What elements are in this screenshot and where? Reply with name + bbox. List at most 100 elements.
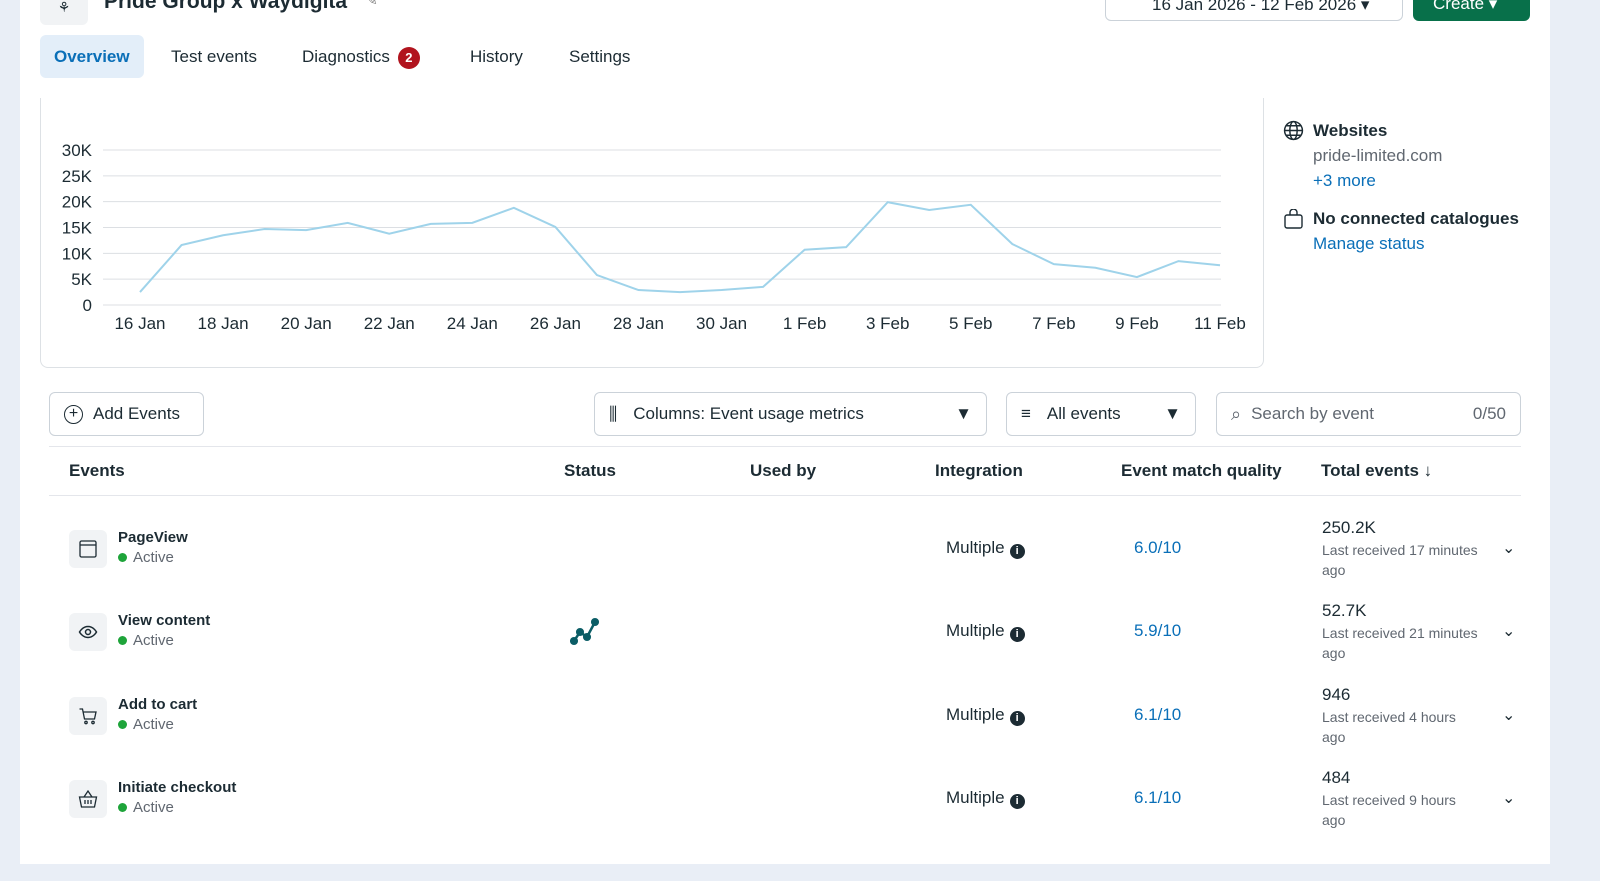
active-dot-icon — [118, 553, 127, 562]
x-tick-label: 18 Jan — [198, 314, 249, 333]
tab-history[interactable]: History — [456, 35, 537, 78]
search-icon: ⌕ — [1231, 404, 1241, 425]
divider — [49, 495, 1521, 496]
header-status[interactable]: Status — [564, 461, 616, 481]
more-websites-link[interactable]: +3 more — [1313, 171, 1376, 191]
y-tick-label: 15K — [62, 219, 93, 238]
page-title: Pride Group x Waydigita — [104, 0, 347, 14]
active-dot-icon — [118, 720, 127, 729]
integration-text: Multiple — [946, 621, 1005, 640]
x-tick-label: 11 Feb — [1194, 314, 1246, 333]
basket-icon — [69, 780, 107, 818]
x-tick-label: 7 Feb — [1032, 314, 1075, 333]
chevron-down-icon[interactable]: ⌄ — [1502, 705, 1515, 725]
search-count: 0/50 — [1473, 404, 1506, 424]
filter-icon: ≡ — [1021, 404, 1031, 424]
filter-label: All events — [1047, 404, 1154, 424]
x-tick-label: 1 Feb — [783, 314, 826, 333]
integration: Multiple i — [946, 538, 1025, 559]
event-match-quality-link[interactable]: 6.1/10 — [1134, 705, 1181, 725]
tab-diagnostics-label: Diagnostics — [302, 47, 390, 66]
integration-text: Multiple — [946, 705, 1005, 724]
event-match-quality-link[interactable]: 6.0/10 — [1134, 538, 1181, 558]
caret-down-icon: ▼ — [955, 404, 972, 424]
browser-window-icon — [69, 530, 107, 568]
websites-title: Websites — [1313, 121, 1387, 141]
total-events-value: 946 — [1322, 685, 1350, 705]
header-used-by[interactable]: Used by — [750, 461, 816, 481]
tab-test-events[interactable]: Test events — [157, 35, 271, 78]
total-events-value: 484 — [1322, 768, 1350, 788]
event-status: Active — [118, 716, 174, 733]
info-icon[interactable]: i — [1010, 711, 1025, 726]
website-url: pride-limited.com — [1313, 146, 1442, 166]
x-tick-label: 20 Jan — [281, 314, 332, 333]
last-received: Last received 21 minutes ago — [1322, 623, 1482, 663]
shopping-bag-icon — [1284, 209, 1303, 234]
manage-status-link[interactable]: Manage status — [1313, 234, 1425, 254]
pixel-icon: ⚘ — [40, 0, 88, 25]
header-events[interactable]: Events — [69, 461, 125, 481]
add-events-label: Add Events — [93, 404, 180, 424]
header-emq[interactable]: Event match quality — [1121, 461, 1282, 481]
y-tick-label: 20K — [62, 193, 93, 212]
catalogue-title: No connected catalogues — [1313, 209, 1519, 229]
event-name[interactable]: Initiate checkout — [118, 779, 236, 796]
status-text: Active — [133, 632, 174, 649]
add-events-button[interactable]: +Add Events — [49, 392, 204, 436]
search-placeholder: Search by event — [1251, 404, 1463, 424]
x-tick-label: 22 Jan — [364, 314, 415, 333]
x-tick-label: 30 Jan — [696, 314, 747, 333]
eye-icon — [69, 613, 107, 651]
y-tick-label: 10K — [62, 244, 93, 263]
columns-dropdown[interactable]: ⫼ Columns: Event usage metrics ▼ — [594, 392, 987, 436]
event-match-quality-link[interactable]: 6.1/10 — [1134, 788, 1181, 808]
event-status: Active — [118, 799, 174, 816]
date-range-text: 16 Jan 2026 - 12 Feb 2026 — [1152, 0, 1356, 14]
date-range-picker[interactable]: 16 Jan 2026 - 12 Feb 2026 ▾ — [1105, 0, 1403, 21]
funnel-path-icon[interactable] — [570, 616, 600, 651]
event-status: Active — [118, 632, 174, 649]
columns-label: Columns: Event usage metrics — [633, 404, 945, 424]
event-match-quality-link[interactable]: 5.9/10 — [1134, 621, 1181, 641]
status-text: Active — [133, 549, 174, 566]
integration: Multiple i — [946, 788, 1025, 809]
x-tick-label: 26 Jan — [530, 314, 581, 333]
x-tick-label: 5 Feb — [949, 314, 992, 333]
info-icon[interactable]: i — [1010, 544, 1025, 559]
tab-settings[interactable]: Settings — [555, 35, 644, 78]
chevron-down-icon[interactable]: ⌄ — [1502, 788, 1515, 808]
tab-overview[interactable]: Overview — [40, 35, 144, 78]
event-name[interactable]: PageView — [118, 529, 188, 546]
active-dot-icon — [118, 636, 127, 645]
y-tick-label: 30K — [62, 141, 93, 160]
info-icon[interactable]: i — [1010, 794, 1025, 809]
search-input[interactable]: ⌕ Search by event 0/50 — [1216, 392, 1521, 436]
chevron-down-icon[interactable]: ⌄ — [1502, 621, 1515, 641]
header-total-events[interactable]: Total events ↓ — [1321, 461, 1432, 481]
create-button[interactable]: Create ▾ — [1413, 0, 1530, 21]
event-name[interactable]: Add to cart — [118, 696, 197, 713]
integration: Multiple i — [946, 705, 1025, 726]
event-filter-dropdown[interactable]: ≡All events▼ — [1006, 392, 1196, 436]
integration-text: Multiple — [946, 538, 1005, 557]
integration-text: Multiple — [946, 788, 1005, 807]
chevron-down-icon[interactable]: ⌄ — [1502, 538, 1515, 558]
x-tick-label: 9 Feb — [1115, 314, 1158, 333]
columns-icon: ⫼ — [609, 404, 617, 425]
edit-icon[interactable]: ✎ — [366, 0, 378, 9]
active-dot-icon — [118, 803, 127, 812]
header-integration[interactable]: Integration — [935, 461, 1023, 481]
events-series-line — [140, 202, 1220, 292]
total-events-value: 250.2K — [1322, 518, 1376, 538]
x-tick-label: 24 Jan — [447, 314, 498, 333]
y-tick-label: 0 — [83, 296, 92, 315]
info-icon[interactable]: i — [1010, 627, 1025, 642]
event-name[interactable]: View content — [118, 612, 210, 629]
